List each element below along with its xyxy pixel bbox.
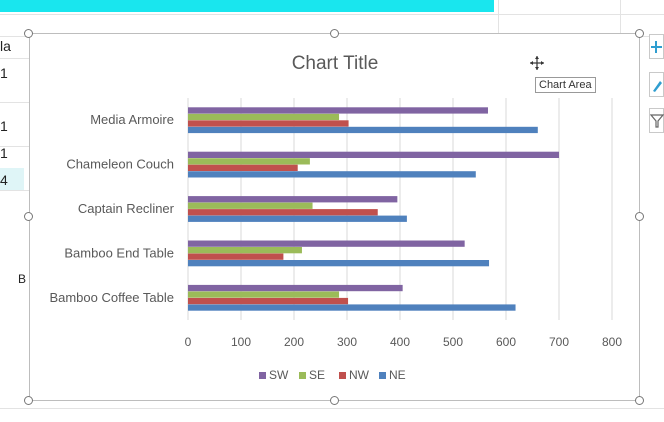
legend-swatch [299, 372, 306, 379]
chart-styles-button[interactable] [649, 72, 664, 97]
grid-row-line [0, 408, 664, 409]
grid-col-line [498, 0, 499, 33]
cell-text[interactable]: 4 [0, 172, 8, 188]
bar-se [188, 113, 340, 121]
bar-ne [188, 126, 538, 134]
y-category-label: Media Armoire [90, 112, 174, 127]
bar-sw [188, 284, 403, 292]
chart-filters-button[interactable] [649, 108, 664, 133]
bar-se [188, 291, 340, 298]
cell-text[interactable]: 1 [0, 65, 8, 81]
bar-nw [188, 164, 298, 171]
selected-range-bar [0, 0, 494, 12]
resize-handle[interactable] [330, 396, 339, 405]
chart-area[interactable]: Chart Title 0 100 200 300 400 500 600 700 800 Bamb… [29, 33, 640, 401]
x-tick-label: 800 [602, 335, 622, 349]
legend-label: NE [389, 368, 406, 382]
plus-icon [651, 41, 662, 53]
bar-se [188, 247, 302, 254]
bar-ne [188, 215, 407, 222]
cell-text[interactable]: B [18, 272, 27, 286]
resize-handle[interactable] [635, 212, 644, 221]
x-tick-label: 500 [443, 335, 463, 349]
y-category-label: Chameleon Couch [66, 157, 174, 172]
grid-row-line [0, 58, 30, 59]
bar-sw [188, 240, 465, 247]
bar-chart: Chart Title 0 100 200 300 400 500 600 700 800 Bamb… [49, 53, 622, 382]
grid-col-line [620, 0, 621, 33]
legend-label: NW [349, 368, 370, 382]
chart-area-tooltip: Chart Area [535, 77, 596, 93]
x-tick-label: 700 [549, 335, 569, 349]
legend-label: SE [309, 368, 325, 382]
grid-row-line [0, 146, 30, 147]
resize-handle[interactable] [24, 396, 33, 405]
grid-row-line [0, 14, 664, 15]
legend-swatch [259, 372, 266, 379]
bar-se [188, 202, 313, 209]
selected-row-highlight [0, 168, 24, 190]
x-tick-label: 400 [390, 335, 410, 349]
resize-handle[interactable] [24, 29, 33, 38]
bar-sw [188, 107, 488, 114]
cell-text[interactable]: 1 [0, 145, 8, 161]
x-tick-label: 100 [231, 335, 251, 349]
y-category-label: Captain Recliner [78, 201, 175, 216]
bar-ne [188, 304, 516, 311]
bar-ne [188, 171, 476, 178]
resize-handle[interactable] [330, 29, 339, 38]
x-tick-label: 0 [185, 335, 192, 349]
x-tick-label: 600 [496, 335, 516, 349]
x-tick-label: 300 [337, 335, 357, 349]
resize-handle[interactable] [635, 29, 644, 38]
move-cursor-icon [530, 56, 544, 70]
legend-swatch [339, 372, 346, 379]
cell-text[interactable]: la [0, 38, 11, 54]
chart-title: Chart Title [292, 53, 379, 74]
x-tick-label: 200 [284, 335, 304, 349]
bar-se [188, 158, 310, 165]
bar-nw [188, 120, 349, 127]
bar-sw [188, 196, 398, 203]
bar-nw [188, 209, 378, 216]
filter-icon [649, 114, 664, 128]
resize-handle[interactable] [24, 212, 33, 221]
bar-nw [188, 297, 349, 305]
grid-row-line [0, 102, 30, 103]
y-category-label: Bamboo Coffee Table [49, 290, 174, 305]
y-category-label: Bamboo End Table [64, 245, 174, 260]
bar-ne [188, 260, 490, 267]
bar-sw [188, 151, 559, 158]
bar-nw [188, 253, 284, 260]
cell-text[interactable]: 1 [0, 118, 8, 134]
brush-icon [653, 81, 662, 92]
legend-swatch [379, 372, 386, 379]
resize-handle[interactable] [635, 396, 644, 405]
grid-row-line [0, 190, 30, 191]
legend-label: SW [269, 368, 289, 382]
chart-elements-button[interactable] [649, 34, 664, 59]
